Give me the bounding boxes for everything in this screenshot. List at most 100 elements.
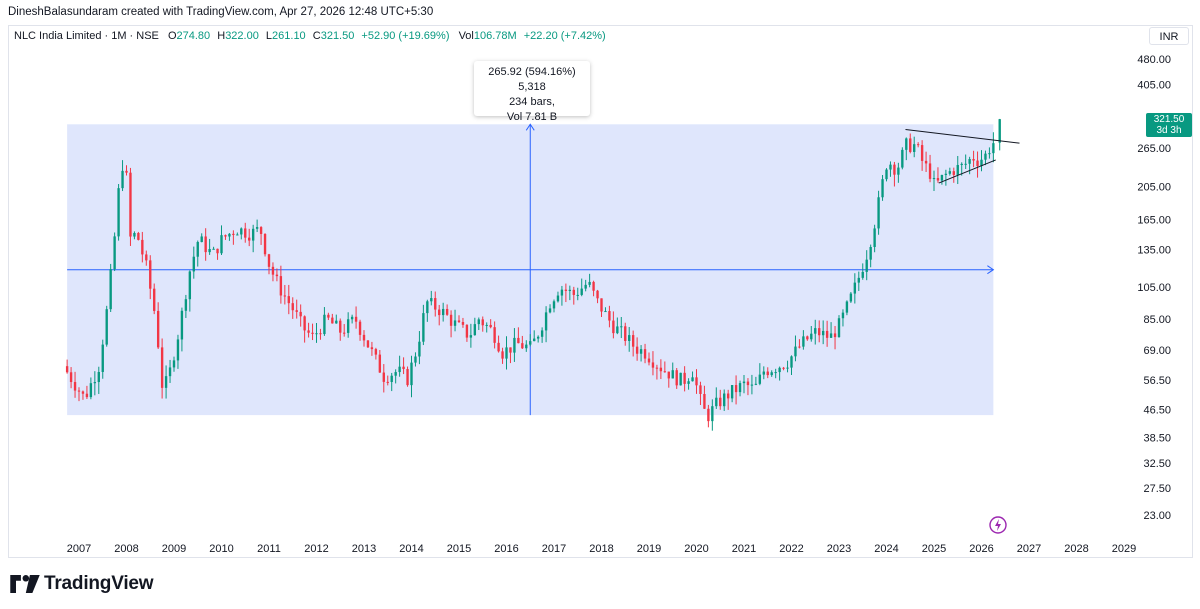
measure-change: 265.92 (594.16%) 5,318	[488, 66, 576, 93]
x-tick-label: 2021	[732, 543, 756, 555]
candle-body	[255, 227, 259, 229]
candle-body	[679, 372, 682, 386]
x-tick-label: 2016	[494, 543, 518, 555]
candle-body	[493, 327, 496, 343]
measure-arrow-up	[525, 123, 535, 131]
candle-body	[857, 277, 860, 283]
candle-body	[936, 178, 940, 181]
candle-body	[125, 170, 128, 173]
candle-body	[390, 375, 393, 383]
measure-bars: 234 bars,	[509, 96, 555, 108]
x-tick-label: 2023	[827, 543, 851, 555]
candle-body	[101, 344, 104, 372]
candle-body	[323, 314, 326, 335]
tradingview-logo[interactable]: TradingView	[10, 573, 154, 595]
candle-body	[628, 335, 631, 341]
candle-body	[422, 313, 425, 342]
x-tick-label: 2024	[874, 543, 898, 555]
candle-body	[873, 228, 876, 247]
candle-body	[473, 324, 477, 336]
candle-body	[378, 354, 382, 373]
x-tick-label: 2022	[779, 543, 803, 555]
candle-body	[497, 342, 500, 352]
candle-body	[719, 397, 722, 407]
candle-body	[881, 179, 884, 198]
symbol-label[interactable]: NLC India Limited · 1M · NSE	[14, 30, 159, 42]
candle-body	[924, 160, 928, 164]
candle-body	[69, 372, 73, 383]
candle-body	[909, 138, 912, 152]
candle-body	[501, 351, 504, 359]
y-tick-label: 135.00	[1137, 244, 1171, 256]
lightning-icon[interactable]	[989, 516, 1007, 534]
candle-body	[540, 330, 544, 337]
close-value: 321.50	[320, 30, 355, 42]
candle-body	[533, 338, 536, 342]
candle-body	[350, 316, 354, 320]
candle-body	[426, 301, 429, 314]
candle-body	[671, 370, 674, 379]
y-tick-label: 405.00	[1137, 79, 1171, 91]
volume-change: +22.20 (+7.42%)	[523, 30, 606, 42]
support-trendline[interactable]	[938, 159, 996, 184]
candle-body	[477, 319, 480, 325]
bar-countdown: 3d 3h	[1156, 125, 1182, 136]
candle-body	[754, 383, 758, 385]
y-tick-label: 105.00	[1137, 282, 1171, 294]
candle-body	[766, 371, 769, 376]
volume-label: Vol	[458, 30, 474, 42]
candle-body	[691, 377, 694, 382]
candle-body	[988, 153, 991, 155]
y-tick-label: 85.00	[1143, 314, 1171, 326]
candle-body	[556, 295, 560, 302]
candle-body	[208, 249, 211, 253]
candle-body	[216, 248, 219, 254]
x-tick-label: 2015	[447, 543, 471, 555]
resistance-trendline[interactable]	[905, 129, 1020, 144]
y-tick-label: 56.50	[1143, 375, 1171, 387]
volume-value: 106.78M	[473, 30, 517, 42]
x-tick-label: 2014	[399, 543, 423, 555]
currency-button[interactable]: INR	[1149, 27, 1189, 45]
candle-body	[667, 371, 670, 379]
candle-body	[932, 178, 936, 180]
candle-body	[928, 163, 932, 179]
candle-body	[647, 358, 651, 363]
candle-body	[200, 236, 203, 243]
candle-body	[687, 381, 690, 384]
candle-body	[901, 149, 904, 168]
candle-body	[750, 384, 754, 386]
candle-body	[865, 259, 868, 272]
candle-body	[212, 248, 215, 250]
candle-body	[715, 397, 718, 407]
candle-body	[192, 256, 195, 272]
candle-body	[121, 170, 124, 189]
candle-body	[552, 301, 556, 309]
candle-body	[168, 367, 172, 377]
candle-body	[160, 347, 164, 388]
candle-body	[861, 271, 864, 278]
candle-body	[920, 145, 924, 161]
candle-body	[267, 254, 271, 267]
last-price-tag: 321.50 3d 3h	[1146, 113, 1192, 137]
candle-body	[802, 336, 805, 347]
candle-body	[232, 233, 235, 235]
x-tick-label: 2008	[114, 543, 138, 555]
candle-body	[631, 335, 635, 347]
candle-body	[164, 376, 168, 388]
y-tick-label: 69.00	[1143, 345, 1171, 357]
candle-body	[596, 290, 599, 299]
candle-body	[434, 298, 437, 310]
candle-body	[505, 347, 508, 359]
x-tick-label: 2027	[1017, 543, 1041, 555]
candle-body	[845, 301, 849, 313]
y-tick-label: 38.50	[1143, 433, 1171, 445]
candle-body	[149, 260, 152, 289]
candle-body	[703, 393, 706, 409]
candle-body	[659, 367, 663, 372]
candle-body	[81, 391, 85, 394]
candle-body	[913, 144, 916, 152]
y-tick-label: 23.00	[1143, 510, 1171, 522]
candle-body	[608, 311, 611, 321]
